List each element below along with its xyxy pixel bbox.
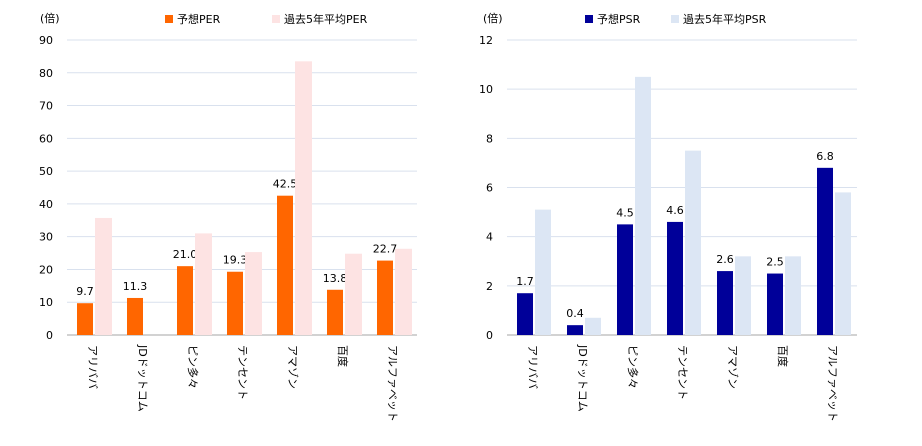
legend-label-1: 予想PER: [177, 12, 221, 26]
x-tick-label: JDドットコム: [576, 344, 589, 412]
bar-forecast: [177, 266, 193, 335]
y-tick-label: 70: [39, 100, 53, 113]
bar-avg5y: [735, 256, 751, 335]
data-label: 2.5: [766, 256, 784, 269]
y-tick-label: 90: [39, 34, 53, 47]
x-tick-label: アリババ: [526, 345, 539, 389]
y-tick-label: 12: [479, 34, 493, 47]
y-tick-label: 2: [486, 280, 493, 293]
legend-swatch-2: [272, 15, 280, 23]
bar-avg5y: [295, 61, 312, 336]
y-tick-label: 20: [39, 263, 53, 276]
data-label: 21.0: [173, 248, 198, 261]
x-tick-label: テンセント: [236, 345, 249, 400]
legend-swatch-1: [585, 15, 593, 23]
x-tick-label: アマゾン: [286, 345, 299, 389]
bar-forecast: [817, 167, 833, 335]
data-label: 2.6: [716, 253, 734, 266]
bar-forecast: [717, 271, 733, 335]
bar-forecast: [227, 271, 243, 335]
bar-forecast: [567, 325, 583, 335]
y-tick-label: 0: [486, 329, 493, 342]
unit-label: (倍): [40, 11, 60, 25]
bar-forecast: [617, 224, 633, 335]
y-tick-label: 60: [39, 132, 53, 145]
data-label: 22.7: [373, 243, 398, 256]
data-label: 9.7: [76, 285, 94, 298]
data-label: 4.5: [616, 206, 634, 219]
legend-swatch-2: [671, 15, 679, 23]
bar-forecast: [767, 273, 783, 335]
bar-forecast: [377, 260, 393, 335]
x-tick-label: 百度: [776, 345, 790, 367]
x-tick-label: アルファベット: [386, 345, 399, 422]
legend-label-2: 過去5年平均PSR: [683, 12, 767, 26]
legend-label-2: 過去5年平均PER: [284, 12, 368, 26]
bar-avg5y: [835, 192, 851, 335]
bar-forecast: [667, 221, 683, 335]
bar-avg5y: [635, 76, 651, 335]
y-tick-label: 8: [486, 132, 493, 145]
bar-forecast: [327, 289, 343, 335]
x-tick-label: ピン多々: [626, 345, 640, 389]
y-tick-label: 50: [39, 165, 53, 178]
x-tick-label: ピン多々: [186, 345, 200, 389]
x-tick-label: JDドットコム: [136, 344, 149, 412]
chart-2: (倍) 予想PSR 過去5年平均PSR 0 2 4 6 8 10 12 1.7 アリババ 0.4 JDドッ…: [479, 11, 857, 422]
data-label: 11.3: [123, 280, 148, 293]
data-label: 4.6: [666, 204, 684, 217]
legend-label-1: 予想PSR: [597, 12, 641, 26]
y-tick-label: 40: [39, 198, 53, 211]
data-label: 13.8: [323, 272, 348, 285]
bar-avg5y: [535, 209, 551, 335]
bar-avg5y: [785, 256, 801, 335]
data-label: 42.5: [273, 178, 298, 191]
x-tick-label: アリババ: [86, 345, 99, 389]
bar-forecast: [127, 297, 143, 335]
chart-1: (倍) 予想PER 過去5年平均PER 0 10 20 30 40 50 60 70 80 90 9.7 ア…: [39, 11, 417, 422]
data-label: 1.7: [516, 275, 534, 288]
bar-forecast: [517, 293, 533, 335]
bar-forecast: [277, 195, 293, 335]
data-label: 6.8: [816, 150, 834, 163]
bar-avg5y: [195, 233, 212, 335]
x-tick-label: 百度: [336, 345, 350, 367]
y-tick-label: 10: [39, 296, 53, 309]
y-tick-label: 10: [479, 83, 493, 96]
bar-avg5y: [345, 253, 362, 335]
bar-avg5y: [395, 248, 412, 335]
y-tick-label: 80: [39, 67, 53, 80]
legend-swatch-1: [165, 15, 173, 23]
data-label: 0.4: [566, 307, 584, 320]
x-tick-label: テンセント: [676, 345, 689, 400]
x-tick-label: アマゾン: [726, 345, 739, 389]
y-tick-label: 30: [39, 231, 53, 244]
y-tick-label: 4: [486, 231, 493, 244]
bar-avg5y: [95, 217, 112, 335]
bar-forecast: [77, 303, 93, 335]
x-tick-label: アルファベット: [826, 345, 839, 422]
bar-avg5y: [685, 150, 701, 335]
unit-label: (倍): [483, 11, 503, 25]
y-tick-label: 6: [486, 182, 493, 195]
bar-avg5y: [585, 317, 601, 335]
bar-avg5y: [245, 252, 262, 335]
y-tick-label: 0: [46, 329, 53, 342]
data-label: 19.3: [223, 254, 248, 267]
